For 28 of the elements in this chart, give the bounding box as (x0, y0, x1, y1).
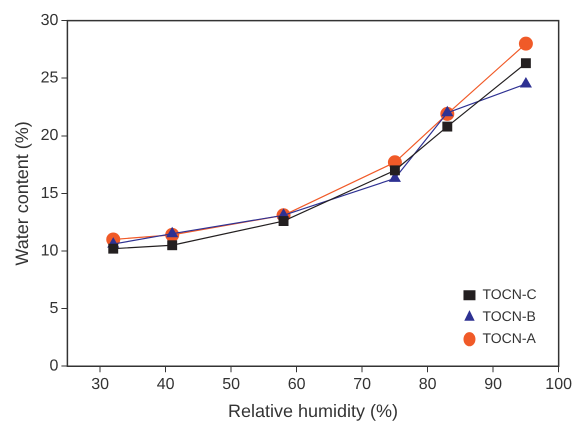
y-tick-label: 10 (40, 242, 58, 260)
point (166, 226, 178, 238)
y-tick-label: 30 (40, 12, 58, 30)
x-axis-title: Relative humidity (%) (228, 401, 398, 422)
x-tick-label: 70 (353, 376, 372, 394)
y-axis-title: Water content (%) (12, 121, 32, 266)
y-tick-label: 20 (40, 127, 58, 144)
point (518, 36, 533, 51)
y-tick-label: 0 (49, 358, 58, 375)
x-tick-label: 30 (91, 376, 110, 394)
point (278, 216, 288, 226)
legend-label: TOCN-C (482, 286, 537, 302)
legend-label: TOCN-A (482, 330, 537, 346)
point (167, 240, 178, 250)
legend-label: TOCN-B (482, 308, 536, 324)
y-tick-label: 25 (40, 70, 58, 87)
x-tick-label: 100 (545, 376, 572, 394)
y-tick-label: 15 (40, 184, 58, 202)
x-tick-label: 50 (222, 376, 240, 394)
x-tick-label: 40 (156, 376, 175, 394)
point (520, 58, 531, 68)
x-tick-label: 60 (288, 376, 306, 394)
point (108, 244, 118, 254)
x-tick-label: 80 (418, 376, 437, 394)
point (442, 122, 452, 132)
y-tick-label: 5 (49, 300, 58, 318)
point (390, 165, 400, 176)
x-tick-label: 90 (484, 376, 502, 394)
